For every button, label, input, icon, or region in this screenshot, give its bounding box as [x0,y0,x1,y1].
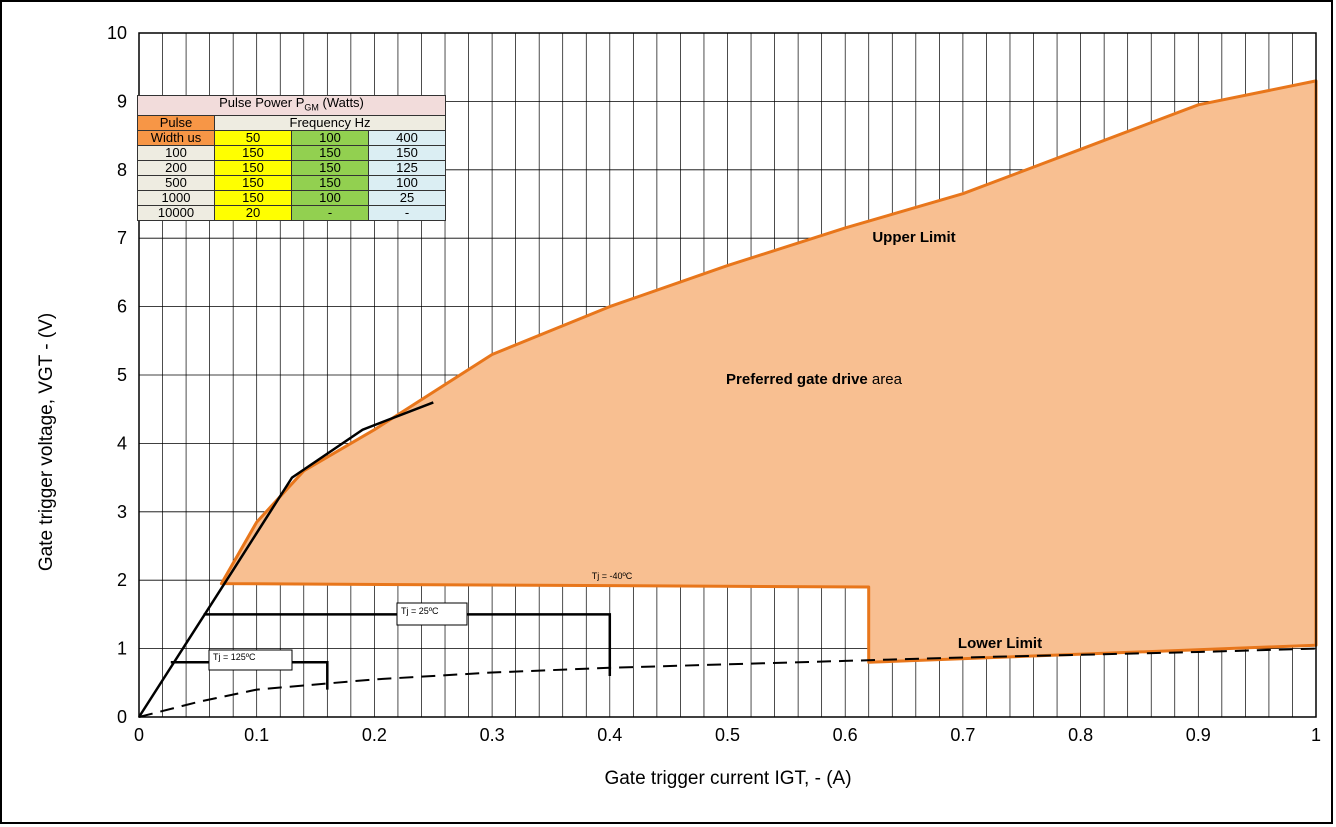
row-value-100: 100 [291,189,369,206]
y-tick-label: 6 [117,297,127,317]
row-value-100: 150 [291,144,369,161]
table-row: 200 150 150 125 [137,159,446,176]
y-tick-label: 10 [107,23,127,43]
row-width: 10000 [137,204,215,221]
axes [138,32,1317,718]
x-tick-label: 0.5 [715,725,740,745]
row-value-50: 150 [214,144,292,161]
row-value-100: 150 [291,159,369,176]
table-row: 1000 150 100 25 [137,189,446,206]
lower-limit-line [138,647,1317,718]
table-title-main: Pulse Power P [219,95,305,110]
freq-50: 50 [214,129,292,146]
x-tick-label: 0.1 [244,725,269,745]
annotation-tj-125: Tj = 125ºC [213,652,256,662]
gate-characteristic-line [137,401,434,718]
x-tick-label: 0.6 [833,725,858,745]
row-value-50: 150 [214,189,292,206]
annotations: Upper Limit Preferred gate drive area Lo… [208,229,1042,671]
x-tick-label: 0.2 [362,725,387,745]
row-value-400: 125 [368,159,446,176]
table-title-suffix: (Watts) [318,95,364,110]
y-tick-label: 9 [117,91,127,111]
table-row: 500 150 150 100 [137,174,446,191]
x-tick-label: 0.8 [1068,725,1093,745]
table-row: 100 150 150 150 [137,144,446,161]
y-axis-label: Gate trigger voltage, VGT - (V) [36,313,57,571]
pulse-header-2: Width us [137,129,215,146]
freq-400: 400 [368,129,446,146]
x-axis-label: Gate trigger current IGT, - (A) [604,768,851,789]
row-width: 100 [137,144,215,161]
annotation-upper-limit: Upper Limit [872,229,955,246]
row-value-50: 20 [214,204,292,221]
x-tick-label: 0.4 [597,725,622,745]
row-value-400: 100 [368,174,446,191]
table-title: Pulse Power PGM (Watts) [137,95,446,116]
row-value-400: 150 [368,144,446,161]
temperature-step-line [203,613,612,676]
row-value-50: 150 [214,174,292,191]
table-row: 10000 20 - - [137,204,446,221]
y-tick-label: 3 [117,502,127,522]
frequency-header: Frequency Hz [214,114,446,131]
row-value-100: - [291,204,369,221]
y-tick-label: 0 [117,707,127,727]
row-width: 500 [137,174,215,191]
pulse-header-1: Pulse [137,114,215,131]
pulse-power-table: Pulse Power PGM (Watts) Pulse Frequency … [137,95,446,221]
x-tick-label: 0 [134,725,144,745]
x-tick-label: 0.3 [480,725,505,745]
row-width: 200 [137,159,215,176]
row-value-400: 25 [368,189,446,206]
series-layer [137,79,1318,718]
freq-100: 100 [291,129,369,146]
x-tick-label: 0.7 [950,725,975,745]
y-tick-label: 4 [117,433,127,453]
y-tick-label: 5 [117,365,127,385]
annotation-lower-limit: Lower Limit [958,635,1042,652]
table-title-sub: GM [304,102,319,113]
annotation-preferred-area: Preferred gate drive area [726,371,903,388]
row-value-400: - [368,204,446,221]
x-tick-label: 0.9 [1186,725,1211,745]
row-width: 1000 [137,189,215,206]
row-value-50: 150 [214,159,292,176]
row-value-100: 150 [291,174,369,191]
x-tick-label: 1 [1311,725,1321,745]
annotation-tj-25: Tj = 25ºC [401,606,439,616]
annotation-preferred-area-bold: Preferred gate drive [726,371,868,388]
y-tick-label: 2 [117,570,127,590]
tick-labels: 0 0.1 0.2 0.3 0.4 0.5 0.6 0.7 0.8 0.9 101234567891… [107,23,1321,745]
y-tick-label: 8 [117,160,127,180]
annotation-tj-minus40: Tj = -40ºC [592,571,633,581]
label-box-tj25 [396,602,468,626]
y-tick-label: 7 [117,228,127,248]
annotation-preferred-area-rest: area [868,371,903,388]
label-box-tj125 [208,649,293,671]
y-tick-label: 1 [117,639,127,659]
plot-border [138,32,1317,718]
